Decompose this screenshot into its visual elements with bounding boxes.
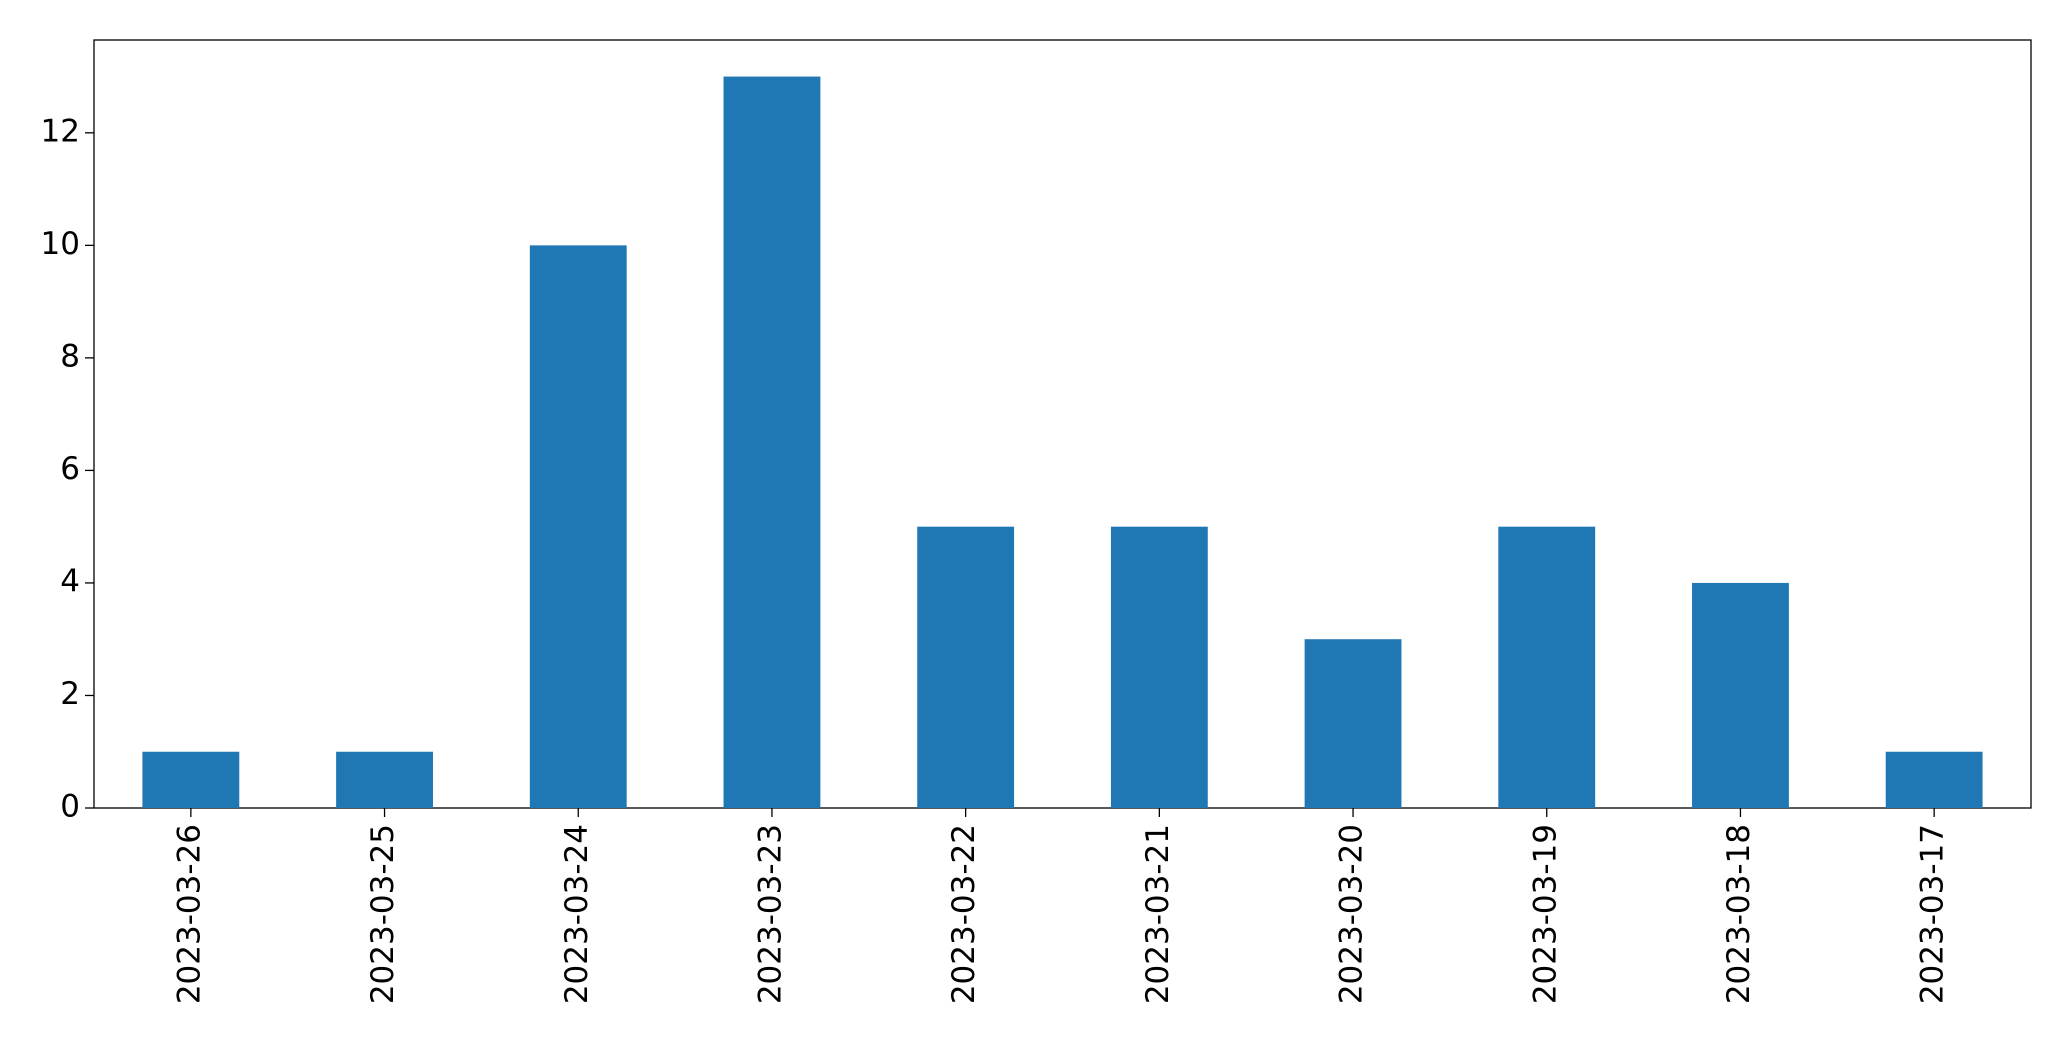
y-tick-label: 10 — [41, 226, 80, 262]
y-tick-label: 2 — [60, 676, 80, 712]
bar — [1304, 639, 1402, 808]
bar — [1110, 526, 1208, 808]
bar — [142, 751, 240, 808]
x-tick-label: 2023-03-21 — [1140, 824, 1176, 1004]
x-tick-label: 2023-03-19 — [1527, 824, 1563, 1004]
bar — [336, 751, 433, 808]
bar — [1692, 582, 1789, 808]
bar — [1498, 526, 1596, 808]
y-tick-label: 0 — [60, 789, 80, 825]
bar — [917, 526, 1015, 808]
y-tick-label: 12 — [41, 113, 80, 149]
y-tick-label: 8 — [60, 338, 80, 374]
bar — [1885, 751, 1983, 808]
x-tick-label: 2023-03-22 — [946, 824, 982, 1004]
y-tick-label: 6 — [60, 451, 80, 487]
x-tick-label: 2023-03-18 — [1721, 824, 1757, 1004]
x-tick-label: 2023-03-17 — [1915, 824, 1951, 1004]
x-tick-label: 2023-03-26 — [171, 824, 207, 1004]
y-tick-label: 4 — [60, 563, 80, 599]
x-tick-label: 2023-03-20 — [1334, 824, 1370, 1004]
bar — [529, 245, 627, 808]
x-tick-label: 2023-03-24 — [559, 824, 595, 1004]
x-tick-label: 2023-03-23 — [752, 824, 788, 1004]
plot-frame — [93, 39, 2032, 809]
x-tick-label: 2023-03-25 — [365, 824, 401, 1004]
bar — [723, 76, 821, 809]
